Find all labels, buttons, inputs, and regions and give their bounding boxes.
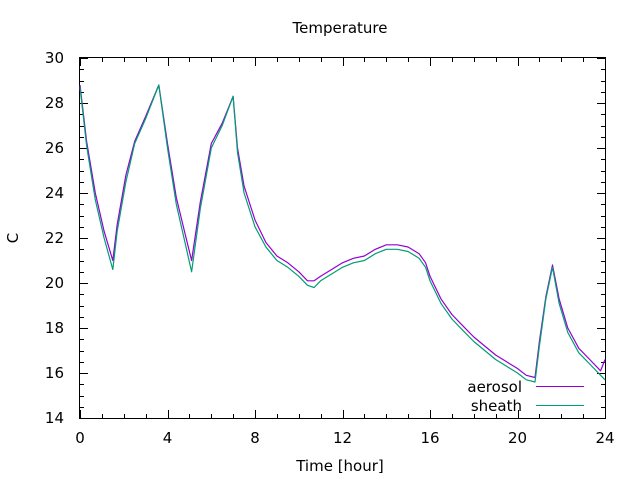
- x-tick-label: 12: [333, 429, 352, 447]
- legend-label-aerosol: aerosol: [467, 378, 522, 396]
- x-tick-label: 4: [163, 429, 173, 447]
- y-tick-label: 24: [45, 184, 64, 202]
- series-lines: [79, 84, 606, 383]
- y-tick-label: 28: [45, 94, 64, 112]
- x-axis-title: Time [hour]: [295, 457, 384, 475]
- y-tick-label: 30: [45, 49, 64, 67]
- axis-tick-labels: 0 4 8 12 16 20 24 14 16 18 20 22 24 26 28 30: [45, 49, 615, 447]
- x-tick-label: 0: [75, 429, 85, 447]
- x-tick-label: 8: [250, 429, 260, 447]
- y-tick-label: 16: [45, 364, 64, 382]
- chart-title: Temperature: [291, 19, 387, 37]
- y-tick-label: 14: [45, 409, 64, 427]
- series-line-sheath: [79, 84, 606, 383]
- legend-label-sheath: sheath: [471, 397, 522, 415]
- x-tick-label: 20: [508, 429, 527, 447]
- series-line-aerosol: [79, 84, 606, 379]
- y-tick-label: 26: [45, 139, 64, 157]
- y-tick-label: 18: [45, 319, 64, 337]
- plot-area-border: [79, 57, 606, 419]
- x-tick-label: 16: [420, 429, 439, 447]
- axis-ticks: [80, 58, 606, 419]
- x-tick-label: 24: [595, 429, 614, 447]
- y-tick-label: 22: [45, 229, 64, 247]
- y-axis-title: C: [4, 233, 22, 243]
- y-tick-label: 20: [45, 274, 64, 292]
- legend: aerosol sheath: [467, 378, 584, 415]
